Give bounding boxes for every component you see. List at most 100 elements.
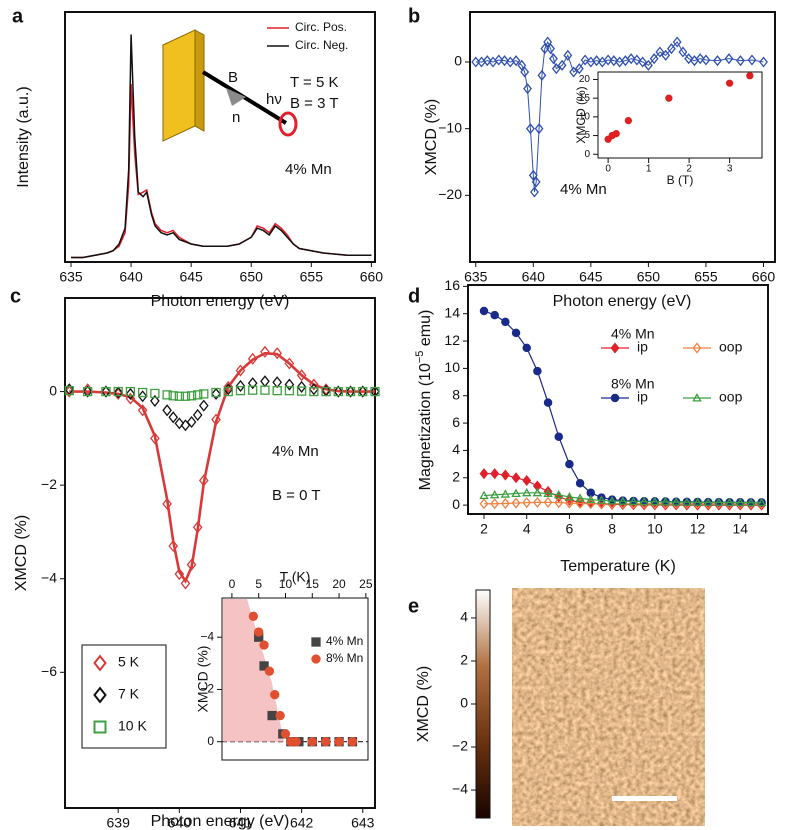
data-point [291,737,301,747]
data-point [592,55,602,67]
data-point [267,710,277,721]
annotation: B = 3 T [290,95,339,112]
scale-bar [612,796,677,801]
x-tick-label: 643 [351,815,375,830]
annotation: 4% Mn [560,181,607,198]
y-axis-label-part: Magnetization (10 [417,363,434,490]
data-point [528,169,538,181]
data-point [101,385,111,398]
data-point [168,391,178,401]
data-point [684,53,694,65]
x-tick-label: 25 [359,577,373,591]
fit-line [69,351,375,584]
data-point [235,385,246,396]
data-point [537,69,547,81]
y-tick-label: −4 [41,569,57,585]
legend-label: 7 K [118,686,140,702]
data-point [150,432,160,445]
data-point [490,468,500,480]
data-point [345,385,356,398]
y-axis-label: Magnetization (10−5 emu) [414,310,434,491]
data-point [321,737,331,747]
legend-marker [311,637,321,647]
data-point [347,737,358,747]
data-point [523,83,532,95]
data-point [275,710,285,721]
y-axis-label: XMCD (%) [574,86,588,143]
data-point [500,489,511,498]
series-line [71,34,372,259]
y-tick-label: 2 [460,652,468,668]
y-tick-label: −4 [200,629,214,643]
plot-frame [221,597,369,761]
shaded-region [223,599,284,742]
data-point [358,386,368,397]
legend-marker [692,342,702,354]
data-point [137,404,148,417]
data-point [259,661,269,671]
x-tick-label: 660 [360,269,384,285]
data-point [522,474,532,487]
data-point [643,59,653,71]
y-tick-label: 0 [452,496,460,512]
data-point [671,497,681,506]
y-tick-label: −2 [200,682,214,696]
data-point [564,491,575,501]
sample-face [162,29,196,142]
data-point [471,56,481,68]
panel-label: c [10,285,21,307]
data-point [618,496,628,505]
x-axis-label: Photon energy (eV) [553,293,692,310]
y-tick-label: 16 [444,277,460,293]
data-point [270,690,280,700]
legend-label: oop [719,339,743,355]
series-line [483,492,762,504]
legend-marker [311,654,321,664]
y-tick-label: −20 [438,186,462,202]
data-point [586,494,596,504]
x-axis-label: Temperature (K) [560,558,676,575]
panel-label: a [12,5,24,27]
diagram-label: n [232,109,240,126]
data-point [296,386,307,396]
y-tick-label: 10 [444,359,460,375]
y-tick-label: 0 [460,695,468,711]
data-point [682,497,692,506]
data-point [248,385,258,395]
data-point [192,408,203,422]
legend-label: ip [637,339,648,355]
data-point [639,496,649,506]
legend-label: 5 K [118,654,140,670]
x-tick-label: 640 [522,269,546,285]
data-point [713,55,722,67]
data-point [150,388,160,399]
x-tick-label: 10 [647,521,663,537]
data-point [531,176,541,188]
data-point [82,386,93,397]
plot-frame [64,11,376,263]
data-point [703,497,713,506]
data-point [736,55,745,67]
y-tick-label: 14 [444,304,460,320]
data-point [479,468,489,480]
data-point [511,497,521,509]
data-point [162,497,172,510]
x-tick-label: 1 [646,164,652,175]
y-tick-label: 6 [452,414,460,430]
data-point [543,488,553,498]
y-tick-label: 0 [207,734,214,748]
data-point [501,317,510,327]
data-point [575,497,585,510]
y-tick-label: −10 [438,119,462,135]
data-point [564,497,574,509]
x-axis-label: B (T) [667,173,694,187]
data-point [563,49,573,61]
data-point [334,737,344,747]
data-point [661,49,671,61]
data-point [180,391,191,401]
y-tick-label: 20 [579,74,591,85]
x-tick-label: 14 [732,521,748,537]
data-point [186,415,197,429]
data-point [180,577,191,590]
legend-label: ip [637,389,648,405]
